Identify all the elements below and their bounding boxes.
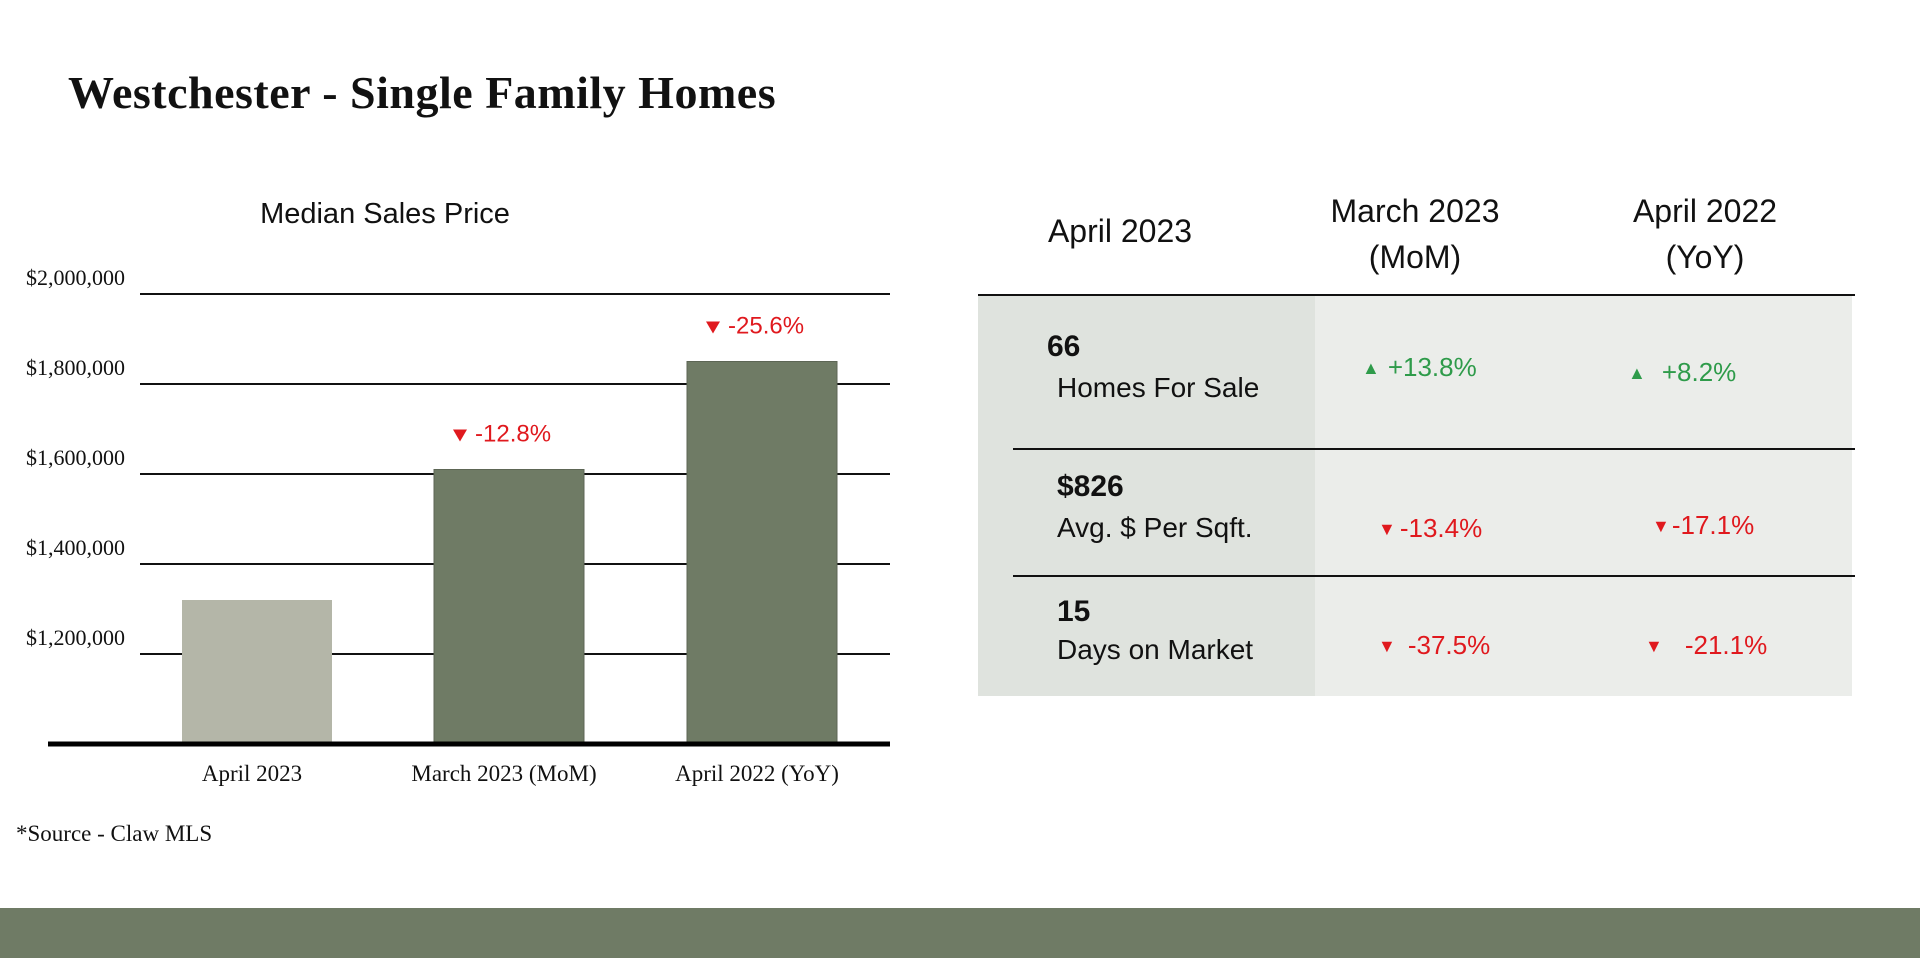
column-header-line: (MoM) [1368, 239, 1462, 275]
page-title: Westchester - Single Family Homes [68, 67, 777, 118]
change-value: +8.2% [1661, 357, 1737, 387]
price-per-sqft-mom: ▼ -13.4% [1378, 513, 1482, 544]
days-on-market-yoy: ▼ -21.1% [1645, 630, 1767, 661]
column-header-line: March 2023 [1330, 193, 1500, 229]
y-tick-label: $1,800,000 [26, 355, 125, 380]
homes-for-sale-yoy: ▲ +8.2% [1628, 357, 1736, 388]
column-header-current: April 2023 [1010, 208, 1230, 254]
x-tick-label: April 2022 (YoY) [675, 761, 839, 786]
table-shade-left [978, 296, 1315, 696]
y-tick-label: $1,600,000 [26, 445, 125, 470]
change-value: -17.1% [1671, 510, 1755, 540]
x-tick-label: March 2023 (MoM) [411, 761, 596, 786]
change-value: +13.8% [1387, 352, 1477, 382]
change-value: -37.5% [1407, 630, 1491, 660]
price-per-sqft-label: Avg. $ Per Sqft. [1057, 512, 1253, 543]
bar [433, 469, 585, 743]
table-header-divider [978, 294, 1855, 296]
column-header-mom: March 2023 (MoM) [1300, 188, 1530, 280]
footer-bar [0, 908, 1920, 958]
table-shade-mid [1315, 296, 1560, 696]
price-per-sqft-value: $826 [1057, 470, 1124, 503]
column-header-line: (YoY) [1665, 239, 1745, 275]
change-value: -25.6% [728, 313, 804, 340]
homes-for-sale-label: Homes For Sale [1057, 372, 1260, 403]
homes-for-sale-value: 66 [1047, 330, 1081, 363]
change-label: -12.8% [453, 421, 551, 448]
table-row-divider [1013, 575, 1855, 577]
change-value: -12.8% [475, 421, 551, 448]
bar [686, 361, 838, 743]
y-tick-label: $1,400,000 [26, 535, 125, 560]
days-on-market-mom: ▼ -37.5% [1378, 630, 1490, 661]
days-on-market-value: 15 [1057, 595, 1091, 628]
triangle-down-icon: ▼ [1378, 519, 1396, 539]
triangle-down-icon: ▼ [1378, 636, 1396, 656]
table-row-divider [1013, 448, 1855, 450]
triangle-down-icon: ▼ [1652, 516, 1670, 536]
chart-title: Median Sales Price [260, 198, 510, 230]
change-label: -25.6% [706, 313, 804, 340]
triangle-down-icon: ▼ [1645, 636, 1663, 656]
change-value: -13.4% [1399, 513, 1483, 543]
y-tick-label: $2,000,000 [26, 265, 125, 290]
source-note: *Source - Claw MLS [16, 821, 213, 846]
column-header-yoy: April 2022 (YoY) [1590, 188, 1820, 280]
change-value: -21.1% [1684, 630, 1768, 660]
triangle-down-icon [453, 429, 467, 442]
x-tick-label: April 2023 [202, 761, 302, 786]
price-per-sqft-yoy: ▼-17.1% [1652, 510, 1754, 541]
y-tick-label: $1,200,000 [26, 625, 125, 650]
column-header-line: April 2023 [1047, 213, 1193, 249]
column-header-line: April 2022 [1632, 193, 1778, 229]
bar [182, 600, 332, 742]
triangle-down-icon [706, 321, 720, 334]
triangle-up-icon: ▲ [1362, 358, 1380, 378]
days-on-market-label: Days on Market [1057, 634, 1254, 665]
table-shade-right [1560, 296, 1852, 696]
median-sales-price-chart: $2,000,000 $1,800,000 $1,600,000 $1,400,000… [26, 265, 890, 786]
triangle-up-icon: ▲ [1628, 363, 1646, 383]
homes-for-sale-mom: ▲ +13.8% [1362, 352, 1477, 383]
